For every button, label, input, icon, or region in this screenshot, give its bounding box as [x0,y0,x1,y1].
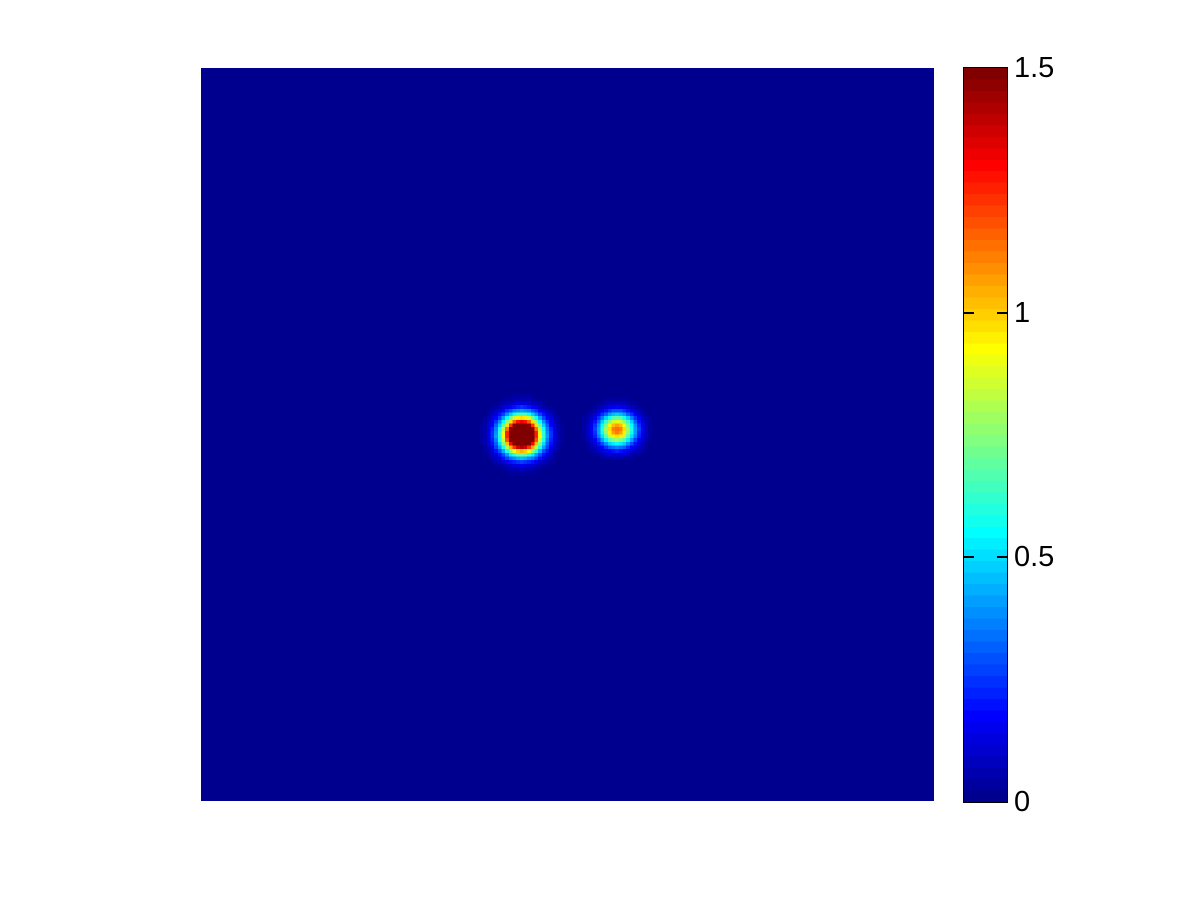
colorbar-tick-mark [964,311,974,314]
colorbar-gradient [964,68,1007,802]
colorbar-tick-label: 1.5 [1014,52,1055,84]
colorbar-tick-label: 0 [1014,786,1031,818]
colorbar-tick-mark [997,556,1007,559]
colorbar [963,67,1008,803]
colorbar-tick-label: 1 [1014,296,1031,329]
colorbar-tick-label: 0.5 [1014,541,1055,574]
colorbar-tick-mark [964,556,974,559]
heatmap-image [201,68,934,801]
colorbar-tick-mark [997,311,1007,314]
